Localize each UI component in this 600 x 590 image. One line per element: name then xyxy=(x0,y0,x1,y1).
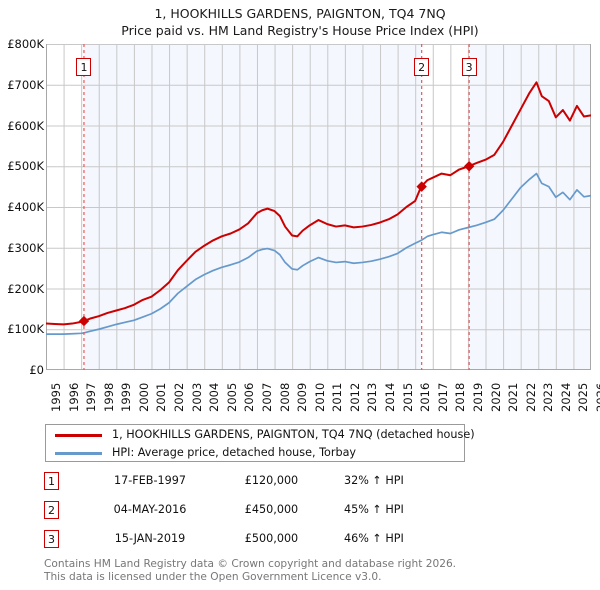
x-axis-tick-label: 2009 xyxy=(295,382,310,412)
y-axis-tick-label: £200K xyxy=(7,281,44,296)
y-axis: £0 £100K £200K £300K £400K £500K £600K £700K £80… xyxy=(0,38,44,375)
attribution-footer: Contains HM Land Registry data © Crown c… xyxy=(44,558,584,583)
sale-price: £450,000 xyxy=(244,503,299,516)
sale-index-badge: 1 xyxy=(44,472,59,490)
x-axis-tick-label: 2002 xyxy=(172,382,187,412)
table-row: 3 15-JAN-2019 £500,000 46% ↑ HPI xyxy=(44,530,514,559)
x-axis-tick-label: 2008 xyxy=(277,382,292,412)
x-axis-tick-label: 1998 xyxy=(101,382,116,412)
sale-hpi-delta: 45% ↑ HPI xyxy=(344,503,404,516)
x-axis-tick-label: 2026 xyxy=(594,382,600,412)
x-axis-tick-label: 1996 xyxy=(66,382,81,412)
x-axis-tick-label: 2015 xyxy=(400,382,415,412)
y-axis-tick-label: £700K xyxy=(7,77,44,92)
price-history-line-chart xyxy=(46,44,591,370)
x-axis-tick-label: 2021 xyxy=(506,382,521,412)
sale-date: 17-FEB-1997 xyxy=(114,474,186,487)
x-axis-tick-label: 2016 xyxy=(418,382,433,412)
y-axis-tick-label: £300K xyxy=(7,240,44,255)
x-axis-tick-label: 2003 xyxy=(189,382,204,412)
x-axis-tick-label: 2024 xyxy=(558,382,573,412)
legend-item-property: 1, HOOKHILLS GARDENS, PAIGNTON, TQ4 7NQ … xyxy=(46,425,475,444)
table-row: 1 17-FEB-1997 £120,000 32% ↑ HPI xyxy=(44,472,514,501)
sale-price: £120,000 xyxy=(244,474,299,487)
y-axis-tick-label: £600K xyxy=(7,118,44,133)
x-axis-tick-label: 2001 xyxy=(154,382,169,412)
x-axis-tick-label: 2013 xyxy=(365,382,380,412)
y-axis-tick-label: £400K xyxy=(7,200,44,214)
x-axis-tick-label: 2017 xyxy=(435,382,450,412)
chart-legend: 1, HOOKHILLS GARDENS, PAIGNTON, TQ4 7NQ … xyxy=(45,424,475,462)
x-axis-tick-label: 2010 xyxy=(312,382,327,412)
x-axis-tick-label: 2023 xyxy=(541,382,556,412)
x-axis-tick-label: 2014 xyxy=(383,382,398,412)
sales-history-table: 1 17-FEB-1997 £120,000 32% ↑ HPI 2 04-MA… xyxy=(44,472,514,559)
x-axis-tick-label: 2022 xyxy=(523,382,538,412)
x-axis-tick-label: 1997 xyxy=(84,382,99,412)
x-axis-tick-label: 2011 xyxy=(330,382,345,412)
legend-swatch-property xyxy=(55,434,102,437)
sale-hpi-delta: 46% ↑ HPI xyxy=(344,532,404,545)
sale-index-badge: 2 xyxy=(44,501,59,519)
chart-plot-area: 1 2 3 xyxy=(46,44,591,370)
legend-item-hpi: HPI: Average price, detached house, Torb… xyxy=(46,443,464,462)
sale-hpi-delta: 32% ↑ HPI xyxy=(344,474,404,487)
y-axis-tick-label: £500K xyxy=(7,159,44,174)
legend-label-property: 1, HOOKHILLS GARDENS, PAIGNTON, TQ4 7NQ … xyxy=(112,428,475,441)
chart-event-marker-2: 2 xyxy=(414,58,430,76)
y-axis-tick-label: £100K xyxy=(7,322,44,337)
sale-date: 15-JAN-2019 xyxy=(114,532,186,545)
sale-price: £500,000 xyxy=(244,532,299,545)
x-axis-tick-label: 1999 xyxy=(119,382,134,412)
footer-licence: This data is licensed under the Open Gov… xyxy=(44,570,382,583)
page-title: 1, HOOKHILLS GARDENS, PAIGNTON, TQ4 7NQ xyxy=(154,6,446,21)
x-axis-tick-label: 2012 xyxy=(347,382,362,412)
chart-event-marker-1: 1 xyxy=(76,58,92,76)
legend-swatch-hpi xyxy=(55,452,102,455)
table-row: 2 04-MAY-2016 £450,000 45% ↑ HPI xyxy=(44,501,514,530)
x-axis-tick-label: 2005 xyxy=(224,382,239,412)
legend-label-hpi: HPI: Average price, detached house, Torb… xyxy=(112,446,357,459)
x-axis-tick-label: 2019 xyxy=(470,382,485,412)
footer-copyright: Contains HM Land Registry data © Crown c… xyxy=(44,558,457,570)
x-axis-tick-label: 2006 xyxy=(242,382,257,412)
x-axis: 1995 1996 1997 1998 1999 2000 2001 2002 2003 2004… xyxy=(46,372,600,414)
x-axis-tick-label: 2004 xyxy=(207,382,222,412)
y-axis-tick-label: £800K xyxy=(7,37,44,51)
x-axis-tick-label: 2007 xyxy=(259,382,274,412)
chart-event-marker-3: 3 xyxy=(461,58,477,76)
y-axis-tick-label: £0 xyxy=(29,363,44,377)
x-axis-tick-label: 2000 xyxy=(136,382,151,412)
chart-title-block: 1, HOOKHILLS GARDENS, PAIGNTON, TQ4 7NQ … xyxy=(0,0,600,39)
sale-date: 04-MAY-2016 xyxy=(113,503,187,516)
x-axis-tick-label: 2018 xyxy=(453,382,468,412)
sale-index-badge: 3 xyxy=(44,530,59,548)
x-axis-tick-label: 1995 xyxy=(49,382,63,412)
x-axis-tick-label: 2025 xyxy=(576,382,591,412)
page-subtitle: Price paid vs. HM Land Registry's House … xyxy=(121,23,479,38)
x-axis-tick-label: 2020 xyxy=(488,382,503,412)
